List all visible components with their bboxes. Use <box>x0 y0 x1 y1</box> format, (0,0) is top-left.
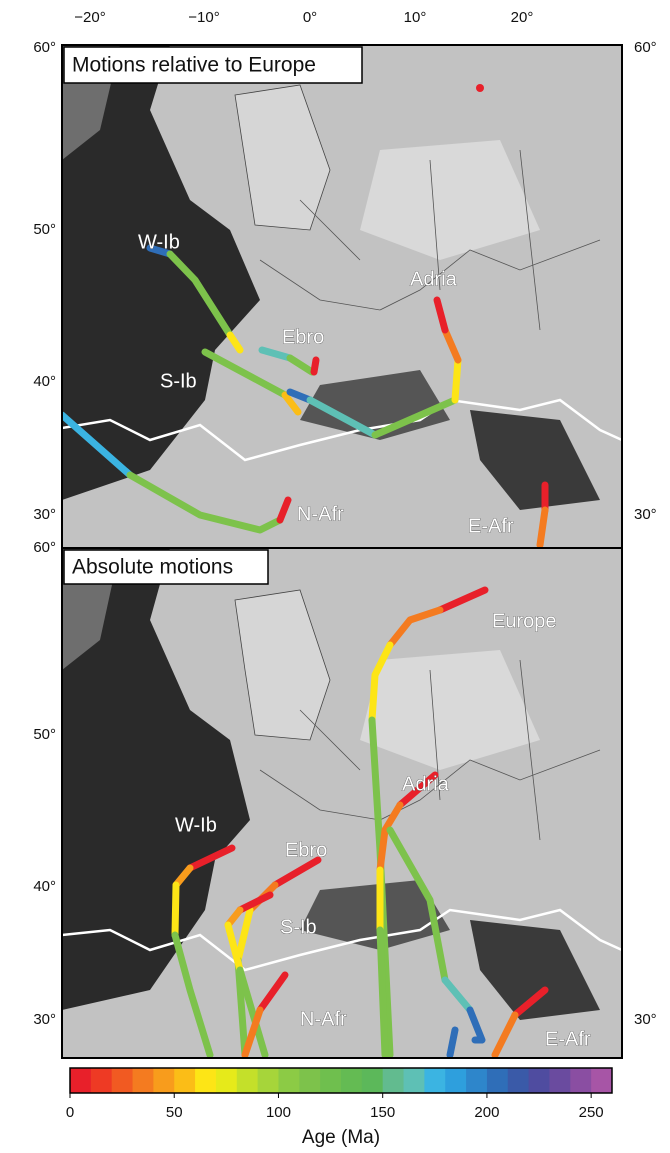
figure: Motions relative to Europe Absolute moti… <box>0 0 670 1153</box>
tick-label: 0 <box>66 1104 74 1121</box>
colorbar-bin <box>591 1068 612 1093</box>
colorbar-bin <box>216 1068 237 1093</box>
lat-label: 50° <box>33 726 56 743</box>
colorbar-bin <box>195 1068 216 1093</box>
colorbar-bin <box>466 1068 487 1093</box>
region-label: E-Afr <box>468 515 514 537</box>
lon-label: 20° <box>511 9 534 26</box>
colorbar-bin <box>362 1068 383 1093</box>
region-label: S-Ib <box>160 370 197 392</box>
colorbar-bin <box>299 1068 320 1093</box>
lat-label: 30° <box>634 506 657 523</box>
colorbar-bin <box>529 1068 550 1093</box>
region-label: Adria <box>410 268 458 290</box>
lat-label: 30° <box>33 1011 56 1028</box>
colorbar-bin <box>91 1068 112 1093</box>
tick-label: 100 <box>266 1104 291 1121</box>
top-map <box>62 45 622 548</box>
colorbar-label: Age (Ma) <box>302 1127 380 1148</box>
lat-label: 30° <box>33 506 56 523</box>
region-label: N-Afr <box>297 503 344 525</box>
lon-label: 10° <box>404 9 427 26</box>
colorbar-bin <box>424 1068 445 1093</box>
lat-label: 60° <box>634 39 657 56</box>
region-label: Ebro <box>285 839 327 861</box>
colorbar-bin <box>383 1068 404 1093</box>
region-label: N-Afr <box>300 1008 347 1030</box>
colorbar-bin <box>341 1068 362 1093</box>
colorbar-bin <box>278 1068 299 1093</box>
region-label: Adria <box>402 773 450 795</box>
lat-label: 60° <box>33 539 56 556</box>
region-label: W-Ib <box>138 231 180 253</box>
region-label: E-Afr <box>545 1028 591 1050</box>
panel-title: Motions relative to Europe <box>72 54 316 77</box>
tick-label: 50 <box>166 1104 183 1121</box>
lon-label: −20° <box>74 9 105 26</box>
lat-label: 60° <box>33 39 56 56</box>
colorbar-bin <box>445 1068 466 1093</box>
colorbar-bin <box>570 1068 591 1093</box>
region-label: Europe <box>492 610 557 632</box>
colorbar-bin <box>258 1068 279 1093</box>
colorbar-bin <box>237 1068 258 1093</box>
colorbar-bin <box>133 1068 154 1093</box>
colorbar-bin <box>508 1068 529 1093</box>
lat-label: 40° <box>33 373 56 390</box>
tick-label: 200 <box>474 1104 499 1121</box>
lon-label: 0° <box>303 9 317 26</box>
colorbar-bin <box>549 1068 570 1093</box>
lat-label: 50° <box>33 221 56 238</box>
lon-label: −10° <box>188 9 219 26</box>
lat-label: 30° <box>634 1011 657 1028</box>
panel-title: Absolute motions <box>72 556 233 579</box>
region-label: Ebro <box>282 326 324 348</box>
region-label: W-Ib <box>175 814 217 836</box>
colorbar-bin <box>487 1068 508 1093</box>
tick-label: 250 <box>579 1104 604 1121</box>
tick-label: 150 <box>370 1104 395 1121</box>
region-label: S-Ib <box>280 916 317 938</box>
lat-label: 40° <box>33 878 56 895</box>
colorbar-bin <box>112 1068 133 1093</box>
colorbar-bin <box>320 1068 341 1093</box>
colorbar-bin <box>404 1068 425 1093</box>
colorbar-bin <box>70 1068 91 1093</box>
colorbar-bin <box>174 1068 195 1093</box>
colorbar-bin <box>153 1068 174 1093</box>
